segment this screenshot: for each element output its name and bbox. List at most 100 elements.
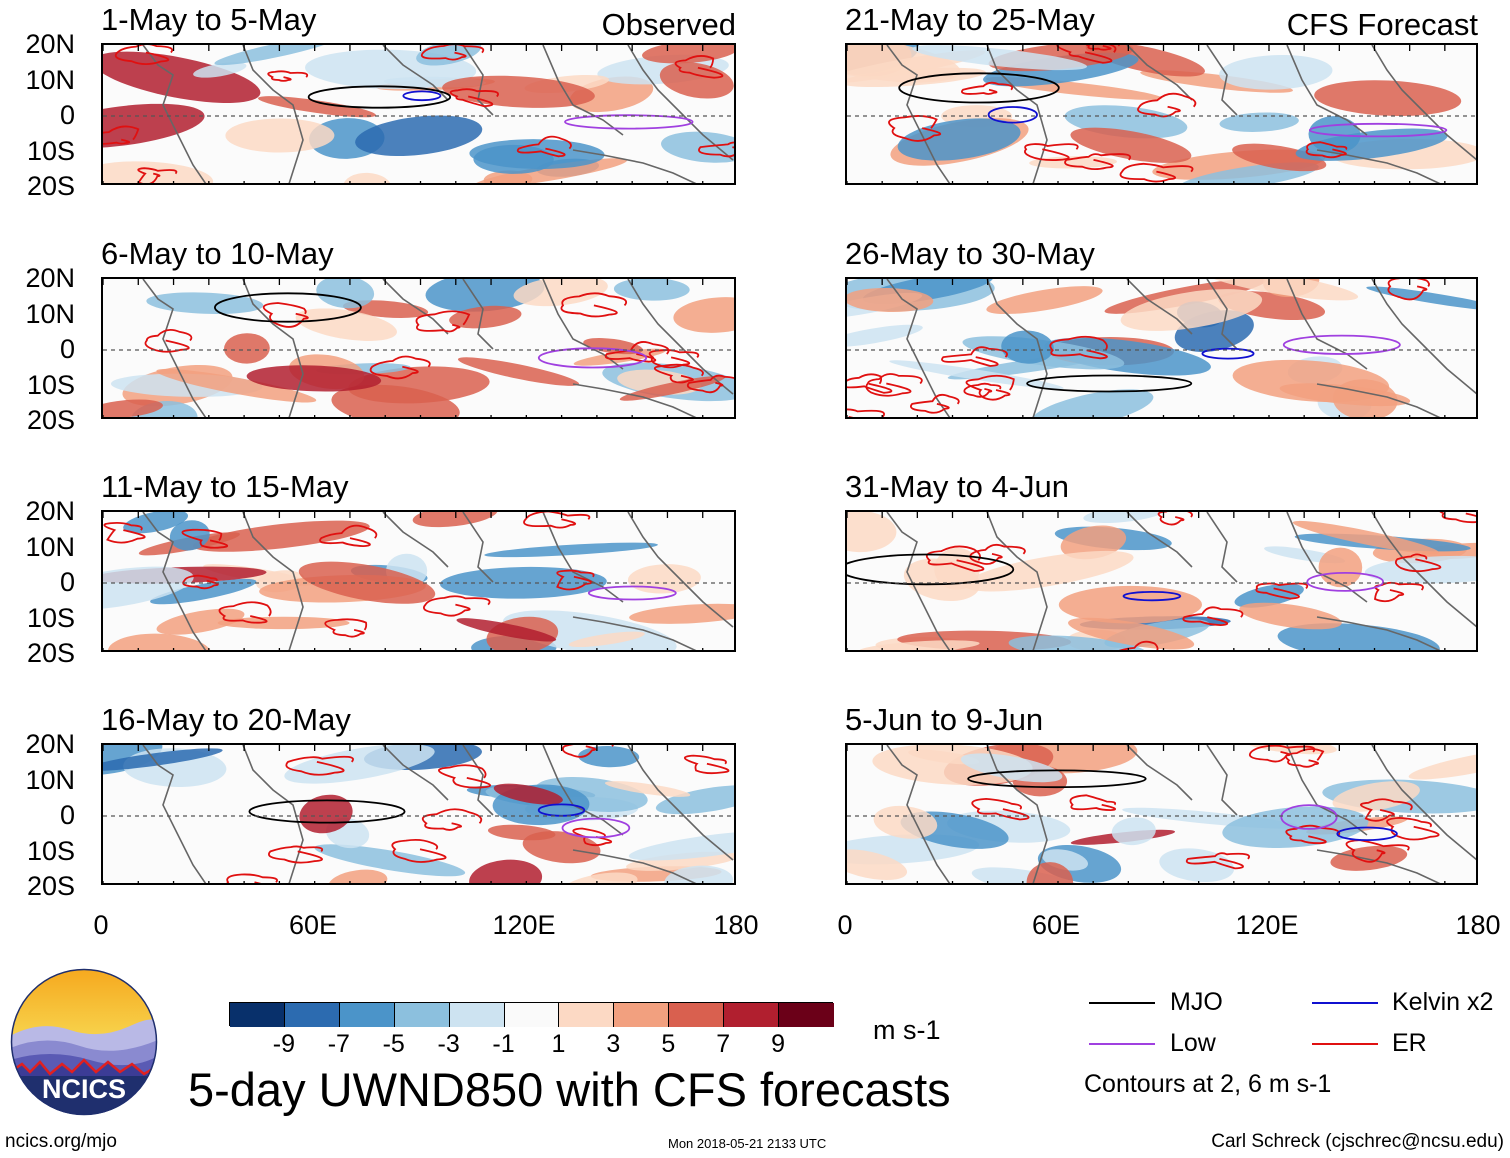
er-contour [1182, 606, 1244, 627]
legend-line-low [1089, 1043, 1155, 1045]
lon-label: 60E [288, 910, 338, 940]
anomaly-shading [284, 745, 435, 784]
coastline [142, 279, 207, 417]
er-contour [888, 115, 942, 142]
legend-line-mjo [1089, 1002, 1155, 1004]
anomaly-shading [457, 357, 580, 386]
er-contour [1085, 45, 1120, 51]
er-contour [421, 808, 483, 831]
er-contour [438, 764, 492, 789]
anomaly-shading [1239, 602, 1342, 630]
anomaly-shading [295, 308, 397, 341]
panel-title: 6-May to 10-May [101, 236, 334, 271]
lon-label: 0 [93, 910, 109, 940]
panel-tag: Observed [601, 7, 736, 42]
er-contour [965, 374, 1015, 401]
coastline [242, 279, 304, 417]
coastline [986, 745, 1048, 883]
coastline [542, 512, 624, 603]
anomaly-shading [1234, 583, 1304, 608]
wind-anomaly-map [101, 43, 736, 185]
coastline [572, 149, 697, 183]
anomaly-shading [456, 618, 557, 642]
er-contour [963, 382, 1002, 398]
anomaly-shading [1001, 330, 1054, 364]
er-contour [556, 569, 595, 591]
er-contour [654, 363, 704, 384]
colorbar-swatch [230, 1003, 285, 1027]
anomaly-shading [655, 785, 734, 815]
colorbar-label: 3 [606, 1030, 621, 1058]
colorbar-swatch [284, 1003, 340, 1027]
lon-label: 0 [837, 910, 853, 940]
coastline [986, 45, 1048, 183]
er-contour [926, 545, 985, 572]
er-contour [516, 135, 572, 158]
colorbar-units: m s-1 [873, 1015, 941, 1045]
er-contour [1386, 816, 1440, 841]
coastline [1206, 512, 1238, 583]
low-contour [1282, 334, 1401, 355]
anomaly-shading [1232, 143, 1327, 172]
er-contour [686, 374, 734, 394]
er-contour [319, 524, 378, 548]
lon-label: 180 [1455, 910, 1501, 940]
ncics-logo: NCICS [10, 968, 158, 1116]
lon-label: 180 [713, 910, 759, 940]
mjo-contour [213, 292, 362, 323]
anomaly-shading [1203, 279, 1359, 301]
colorbar [229, 1002, 834, 1027]
panel-title: 26-May to 30-May [845, 236, 1095, 271]
panel-title: 21-May to 25-May [845, 2, 1095, 37]
er-contour [560, 292, 628, 318]
anomaly-shading [859, 640, 980, 650]
legend-label-kelvin: Kelvin x2 [1392, 988, 1494, 1016]
er-contour [961, 81, 1014, 95]
anomaly-shading [964, 550, 1134, 592]
anomaly-shading [1366, 286, 1476, 311]
er-contour [369, 355, 431, 380]
anomaly-shading [903, 558, 981, 602]
anomaly-shading [1026, 862, 1074, 883]
coastline [1126, 279, 1193, 335]
er-contour [1056, 45, 1117, 64]
er-contour [865, 373, 923, 397]
er-contour [1374, 581, 1424, 603]
colorbar-label: 5 [661, 1030, 676, 1058]
anomaly-shading [568, 631, 645, 648]
er-contour [1439, 512, 1476, 524]
colorbar-swatch [669, 1003, 725, 1027]
anomaly-shading [1083, 512, 1166, 524]
lat-label: 20N [25, 29, 75, 59]
anomaly-shading [316, 279, 375, 309]
er-contour [1119, 162, 1194, 183]
low-contour [1308, 122, 1448, 138]
anomaly-shading [1120, 289, 1263, 331]
anomaly-shading [1364, 555, 1476, 584]
wind-anomaly-map [845, 743, 1478, 885]
coastline [1206, 279, 1238, 350]
legend-note: Contours at 2, 6 m s-1 [1084, 1070, 1332, 1098]
footer-timestamp: Mon 2018-05-21 2133 UTC [668, 1136, 827, 1151]
lat-label: 10S [26, 835, 75, 866]
coastline [627, 745, 734, 861]
panel-title: 5-Jun to 9-Jun [845, 702, 1044, 737]
coastline [142, 45, 207, 183]
lat-label: 0 [59, 567, 75, 597]
anomaly-shading [469, 859, 543, 883]
er-contour [1345, 839, 1410, 863]
anomaly-shading [343, 172, 392, 183]
colorbar-swatch [559, 1003, 615, 1027]
legend-label-low: Low [1170, 1029, 1216, 1057]
anomaly-shading [192, 520, 370, 552]
coastline [886, 512, 951, 650]
anomaly-shading [473, 158, 628, 183]
anomaly-shading [986, 286, 1103, 315]
anomaly-shading [355, 115, 483, 157]
anomaly-shading [873, 805, 938, 839]
er-contour [523, 512, 591, 529]
coastline [142, 745, 207, 883]
kelvin-contour [1201, 347, 1255, 360]
er-contour [420, 45, 485, 61]
coastline [382, 745, 449, 801]
